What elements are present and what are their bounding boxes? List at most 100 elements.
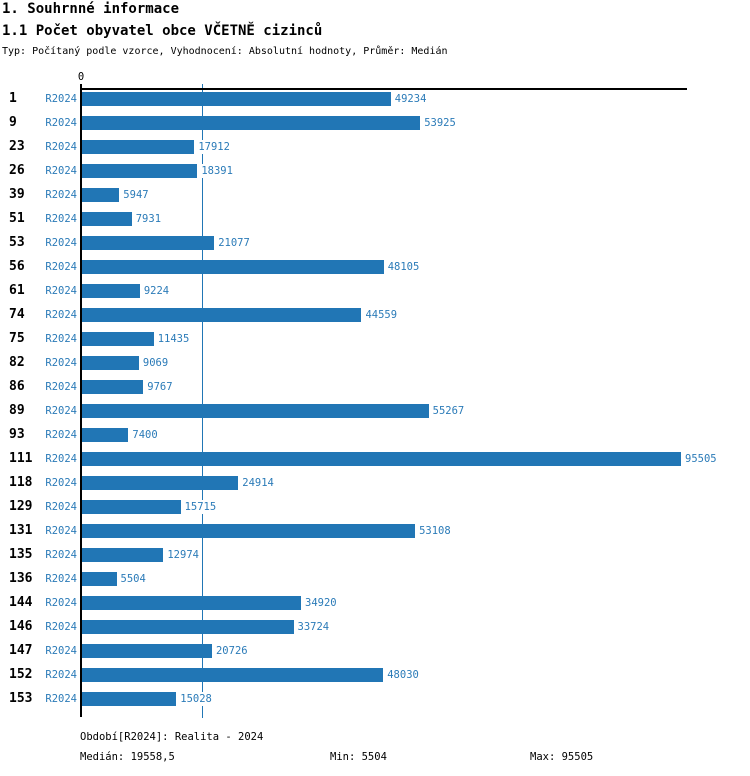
row-series-label: R2024 xyxy=(45,573,77,585)
bar-value-label: 11435 xyxy=(157,332,192,346)
row-series-label: R2024 xyxy=(45,333,77,345)
bar-value-label: 55267 xyxy=(432,404,467,418)
bar xyxy=(82,140,195,154)
chart-row: 82 R2024 9069 xyxy=(0,356,750,370)
chart-row: 93 R2024 7400 xyxy=(0,428,750,442)
bar-value-label: 9224 xyxy=(143,284,172,298)
bar-value-label: 44559 xyxy=(365,308,400,322)
row-category-label: 1 xyxy=(9,91,17,106)
bar-value-label: 53108 xyxy=(419,524,453,538)
chart-row: 131 R2024 53108 xyxy=(0,524,750,538)
footer-max-label: Max: 95505 xyxy=(530,751,594,763)
chart-row: 1 R2024 49234 xyxy=(0,92,750,106)
row-series-label: R2024 xyxy=(45,669,77,681)
bar-value-label: 95505 xyxy=(685,452,719,466)
bar-value-label: 17912 xyxy=(198,140,232,154)
row-series-label: R2024 xyxy=(45,381,77,393)
row-category-label: 56 xyxy=(9,259,25,274)
row-series-label: R2024 xyxy=(45,621,77,633)
y-axis-line xyxy=(80,84,82,717)
bar-value-label: 15715 xyxy=(184,500,219,514)
chart-row: 135 R2024 12974 xyxy=(0,548,750,562)
row-category-label: 153 xyxy=(9,691,33,706)
bar xyxy=(82,236,215,250)
bar-value-label: 9767 xyxy=(147,380,175,394)
row-category-label: 51 xyxy=(9,211,25,226)
bar xyxy=(82,428,129,442)
row-series-label: R2024 xyxy=(45,453,77,465)
footer-period-label: Období[R2024]: Realita - 2024 xyxy=(80,731,264,743)
row-category-label: 118 xyxy=(9,475,33,490)
chart-row: 75 R2024 11435 xyxy=(0,332,750,346)
bar xyxy=(82,284,140,298)
bar-value-label: 53925 xyxy=(424,116,458,130)
row-category-label: 129 xyxy=(9,499,33,514)
chart-row: 144 R2024 34920 xyxy=(0,596,750,610)
row-series-label: R2024 xyxy=(45,261,77,273)
bar-value-label: 48030 xyxy=(387,668,421,682)
chart-row: 74 R2024 44559 xyxy=(0,308,750,322)
bar xyxy=(82,308,362,322)
row-category-label: 93 xyxy=(9,427,25,442)
bar xyxy=(82,164,198,178)
row-series-label: R2024 xyxy=(45,501,77,513)
chart-row: 153 R2024 15028 xyxy=(0,692,750,706)
row-category-label: 136 xyxy=(9,571,33,586)
row-category-label: 9 xyxy=(9,115,17,130)
row-series-label: R2024 xyxy=(45,309,77,321)
row-category-label: 147 xyxy=(9,643,33,658)
bar xyxy=(82,260,384,274)
bar xyxy=(82,356,139,370)
chart-row: 136 R2024 5504 xyxy=(0,572,750,586)
bar xyxy=(82,572,117,586)
bar xyxy=(82,212,132,226)
bar-value-label: 15028 xyxy=(180,692,214,706)
chart-row: 23 R2024 17912 xyxy=(0,140,750,154)
bar-value-label: 9069 xyxy=(142,356,171,370)
chart-type-description: Typ: Počítaný podle vzorce, Vyhodnocení:… xyxy=(2,46,448,57)
row-category-label: 135 xyxy=(9,547,33,562)
chart-row: 26 R2024 18391 xyxy=(0,164,750,178)
footer-min-label: Min: 5504 xyxy=(330,751,387,763)
row-series-label: R2024 xyxy=(45,405,77,417)
row-series-label: R2024 xyxy=(45,93,77,105)
bar xyxy=(82,692,177,706)
bar xyxy=(82,668,384,682)
bar-value-label: 24914 xyxy=(242,476,276,490)
row-category-label: 39 xyxy=(9,187,25,202)
bar xyxy=(82,188,120,202)
bar-value-label: 48105 xyxy=(387,260,422,274)
row-category-label: 74 xyxy=(9,307,25,322)
axis-zero-tick-label: 0 xyxy=(77,71,85,83)
chart-row: 129 R2024 15715 xyxy=(0,500,750,514)
row-series-label: R2024 xyxy=(45,429,77,441)
row-category-label: 75 xyxy=(9,331,25,346)
bar xyxy=(82,404,429,418)
row-series-label: R2024 xyxy=(45,285,77,297)
bar-value-label: 18391 xyxy=(201,164,235,178)
row-series-label: R2024 xyxy=(45,117,77,129)
bar xyxy=(82,644,212,658)
chart-row: 51 R2024 7931 xyxy=(0,212,750,226)
bar xyxy=(82,596,301,610)
row-series-label: R2024 xyxy=(45,357,77,369)
x-axis-line xyxy=(80,88,687,90)
chart-row: 53 R2024 21077 xyxy=(0,236,750,250)
bar-value-label: 20726 xyxy=(215,644,250,658)
row-series-label: R2024 xyxy=(45,645,77,657)
footer-median-label: Medián: 19558,5 xyxy=(80,751,175,763)
chart-row: 118 R2024 24914 xyxy=(0,476,750,490)
row-category-label: 144 xyxy=(9,595,33,610)
row-category-label: 111 xyxy=(9,451,33,466)
row-series-label: R2024 xyxy=(45,189,77,201)
row-series-label: R2024 xyxy=(45,525,77,537)
bar-value-label: 49234 xyxy=(394,92,429,106)
median-gridline xyxy=(201,84,204,718)
bar xyxy=(82,500,181,514)
row-series-label: R2024 xyxy=(45,165,77,177)
row-category-label: 89 xyxy=(9,403,25,418)
chart-row: 61 R2024 9224 xyxy=(0,284,750,298)
bar xyxy=(82,380,144,394)
row-series-label: R2024 xyxy=(45,549,77,561)
